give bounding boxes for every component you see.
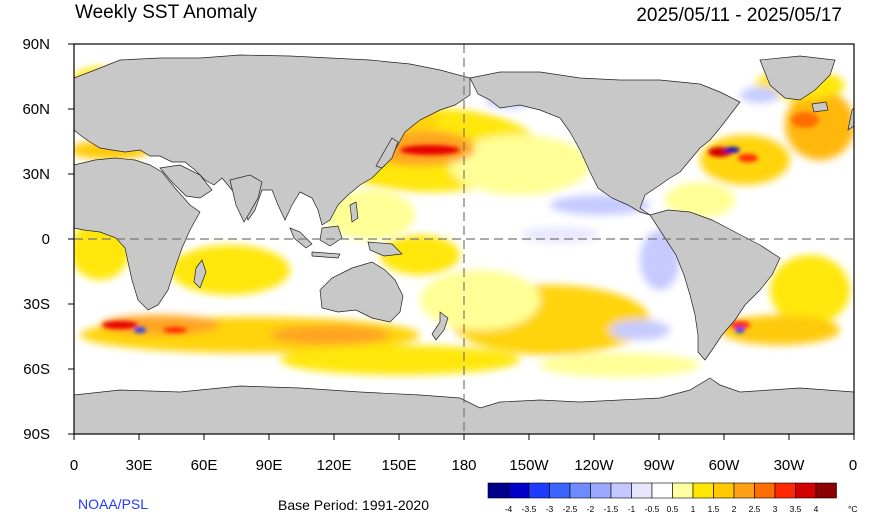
colorbar-box-11	[713, 482, 735, 499]
colorbar-tick-label: 1.5	[708, 504, 720, 514]
land-java	[311, 251, 341, 259]
colorbar-tick-label: -1.5	[604, 504, 619, 514]
colorbar-box-12	[733, 482, 755, 499]
colorbar-tick-label: 2.5	[749, 504, 761, 514]
colorbar-box-10	[692, 482, 714, 499]
lon-label-150e: 150E	[381, 457, 417, 474]
lat-label-30n: 30N	[22, 166, 50, 183]
colorbar-tick-labels: -4 -3.5 -3 -2.5 -2 -1.5 -1 -0.5 0.5 1 1.5 2 2.5 3 3.5 4	[505, 504, 819, 514]
land-arabia	[159, 164, 213, 199]
colorbar-tick-label: -4	[505, 504, 513, 514]
lon-label-180: 180	[451, 457, 477, 474]
lon-label-30e: 30E	[125, 457, 153, 474]
colorbar-box-6	[610, 482, 632, 499]
lon-label-0-east: 0	[848, 457, 858, 474]
lon-label-150w: 150W	[509, 457, 549, 474]
lat-label-60s: 60S	[23, 361, 50, 378]
colorbar-tick-label: 3.5	[790, 504, 802, 514]
colorbar-tick-label: -1	[628, 504, 636, 514]
base-period-label: Base Period: 1991-2020	[278, 497, 429, 513]
colorbar-tick-label: 4	[814, 504, 819, 514]
land-north-america	[469, 71, 741, 216]
sst-anomaly-map	[68, 43, 855, 440]
land-iceland	[811, 101, 829, 113]
land-eurasia	[74, 54, 471, 226]
lat-label-90s: 90S	[23, 426, 50, 443]
land-greenland	[759, 55, 836, 101]
land-borneo	[319, 225, 343, 247]
colorbar-tick-label: -2	[587, 504, 595, 514]
land-sumatra	[289, 227, 313, 249]
colorbar-box-9	[672, 482, 694, 499]
date-range: 2025/05/11 - 2025/05/17	[636, 5, 842, 26]
land-new-zealand	[431, 311, 449, 341]
lon-label-90e: 90E	[255, 457, 283, 474]
colorbar-tick-label: -2.5	[563, 504, 578, 514]
colorbar-box-7	[631, 482, 653, 499]
colorbar-legend: -4 -3.5 -3 -2.5 -2 -1.5 -1 -0.5 0.5 1 1.5 2 2.5 3 3.5 4…	[487, 482, 858, 514]
colorbar-box-1	[508, 482, 530, 499]
colorbar-tick-label: -0.5	[645, 504, 660, 514]
colorbar-box-14	[774, 482, 796, 499]
colorbar-box-2	[528, 482, 550, 499]
lon-label-0: 0	[69, 457, 79, 474]
land-australia	[319, 261, 404, 323]
axis-ticks	[68, 43, 855, 440]
land-south-america	[649, 209, 781, 361]
land-africa	[74, 157, 201, 311]
colorbar-tick-label: 0.5	[667, 504, 679, 514]
land-new-guinea	[367, 241, 403, 257]
colorbar-box-15	[795, 482, 817, 499]
land-uk	[847, 107, 854, 131]
lat-label-equator: 0	[41, 231, 50, 248]
colorbar-tick-label: -3	[546, 504, 554, 514]
colorbar-unit: °C	[848, 504, 858, 514]
lon-label-60e: 60E	[190, 457, 218, 474]
provider-label: NOAA/PSL	[78, 496, 149, 512]
chart-title: Weekly SST Anomaly	[75, 2, 257, 23]
colorbar-tick-label: 2	[732, 504, 737, 514]
lon-label-60w: 60W	[708, 457, 740, 474]
lon-label-30w: 30W	[773, 457, 805, 474]
colorbar-box-13	[754, 482, 776, 499]
land-india	[229, 174, 263, 223]
colorbar-box-4	[569, 482, 591, 499]
land-madagascar	[193, 259, 207, 289]
lat-label-60n: 60N	[22, 101, 50, 118]
lat-label-90n: 90N	[22, 36, 50, 53]
lon-label-120e: 120E	[316, 457, 352, 474]
land-philippines	[349, 201, 359, 223]
anomaly-field	[74, 67, 854, 377]
colorbar-box-0	[487, 482, 509, 499]
lon-label-90w: 90W	[643, 457, 675, 474]
colorbar-tick-label: 1	[691, 504, 696, 514]
land-antarctica	[74, 377, 854, 434]
colorbar-box-3	[549, 482, 571, 499]
lon-label-120w: 120W	[574, 457, 614, 474]
colorbar-boxes	[487, 482, 837, 499]
colorbar-box-5	[590, 482, 612, 499]
land-japan	[375, 137, 399, 169]
colorbar-tick-label: 3	[773, 504, 778, 514]
colorbar-box-8	[651, 482, 673, 499]
lat-label-30s: 30S	[23, 296, 50, 313]
land-masses	[74, 54, 854, 434]
colorbar-box-16	[815, 482, 837, 499]
colorbar-tick-label: -3.5	[522, 504, 537, 514]
